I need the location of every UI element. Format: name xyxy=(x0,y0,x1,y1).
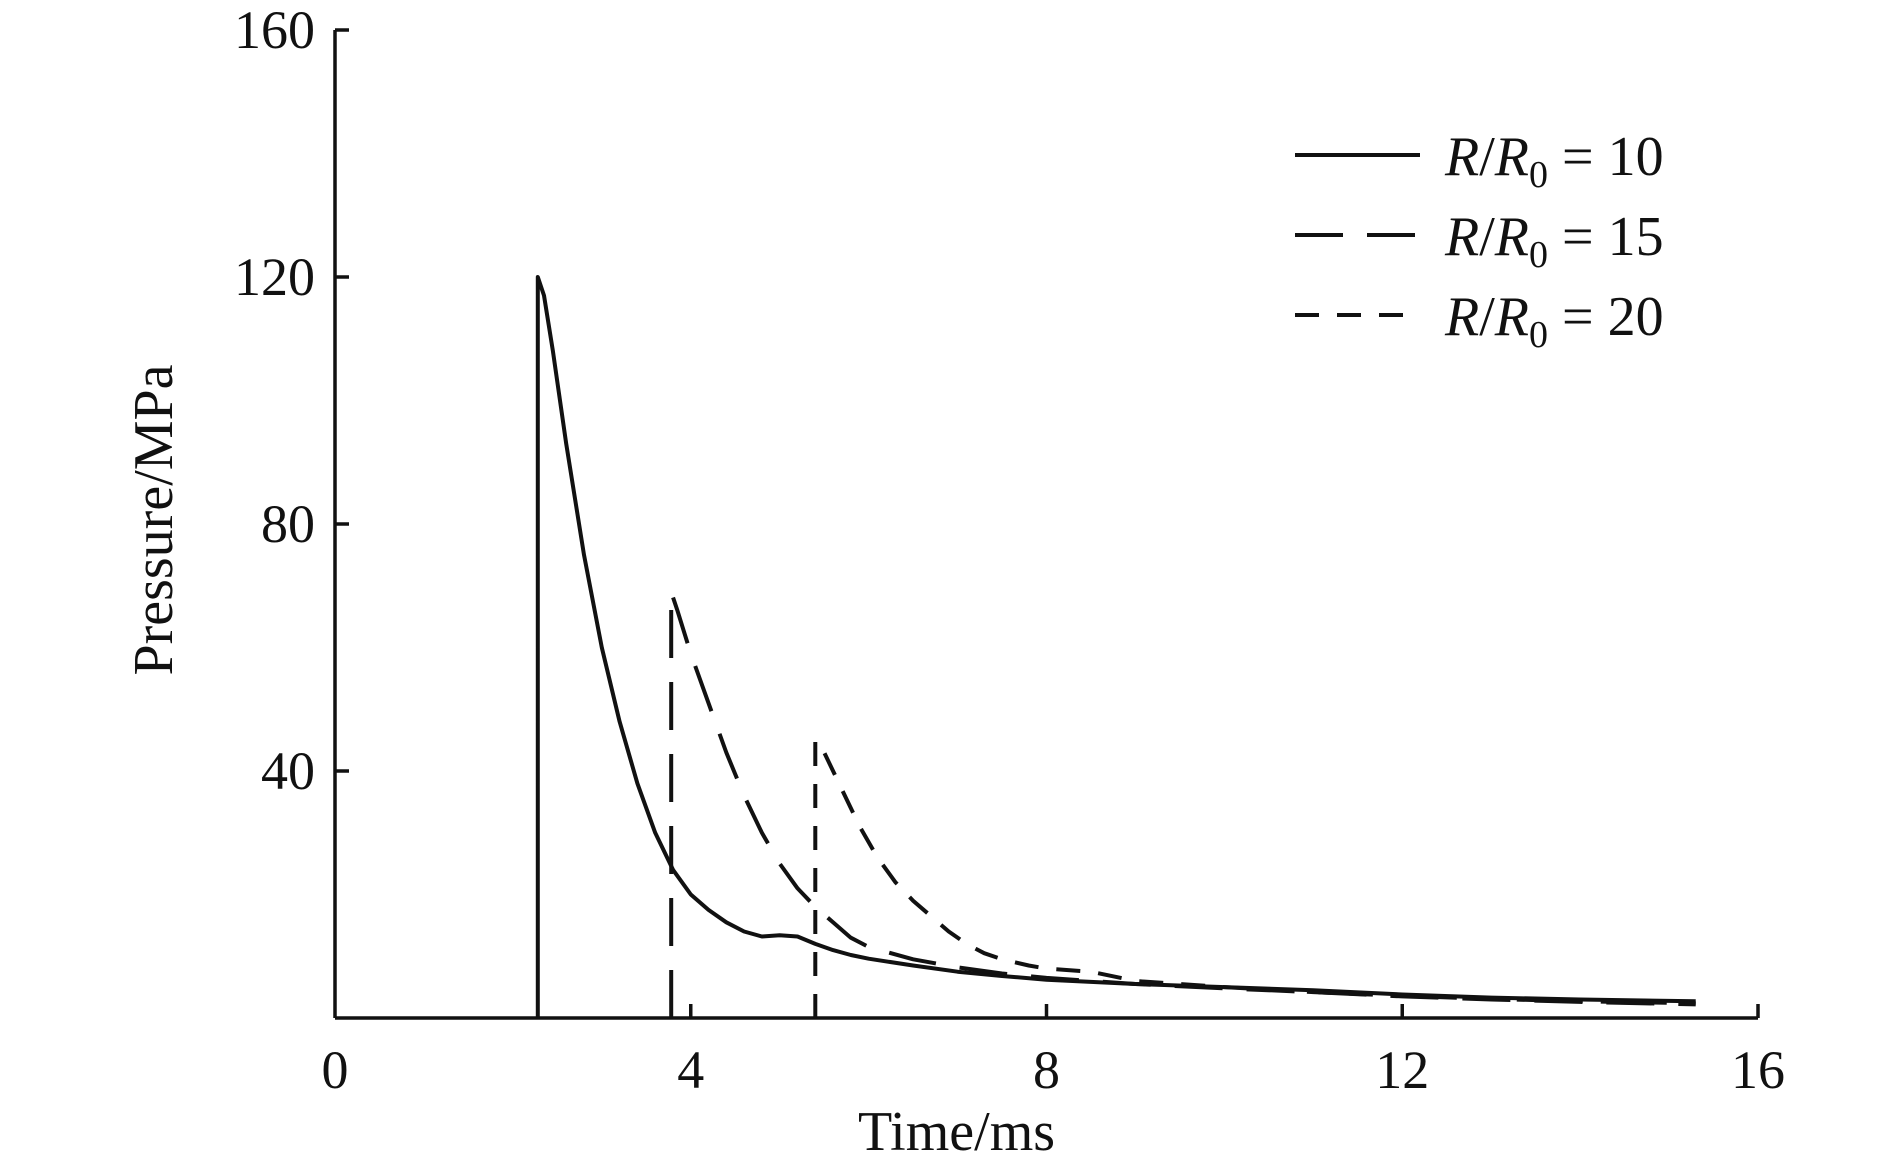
y-tick-label: 40 xyxy=(261,741,315,801)
x-tick-label: 0 xyxy=(322,1040,349,1100)
legend-entry-3: R/R0 = 20 xyxy=(1444,286,1664,356)
legend: R/R0 = 10 R/R0 = 15 R/R0 = 20 xyxy=(1295,126,1664,356)
legend-entry-1: R/R0 = 10 xyxy=(1444,126,1664,196)
y-tick-label: 160 xyxy=(234,0,315,60)
y-tick-label: 80 xyxy=(261,494,315,554)
y-tick-label: 120 xyxy=(234,247,315,307)
series-line-1 xyxy=(535,275,1696,1018)
series-group xyxy=(535,275,1696,1018)
x-axis-title: Time/ms xyxy=(858,1101,1055,1163)
x-tick-label: 12 xyxy=(1375,1040,1429,1100)
ticks: 0 4 8 12 16 40 80 120 160 xyxy=(234,0,1785,1100)
series-line-3 xyxy=(813,738,1696,1018)
y-axis-title: Pressure/MPa xyxy=(123,364,185,675)
x-tick-label: 8 xyxy=(1033,1040,1060,1100)
x-tick-label: 4 xyxy=(677,1040,704,1100)
legend-entry-2: R/R0 = 15 xyxy=(1444,206,1664,276)
x-tick-label: 16 xyxy=(1731,1040,1785,1100)
series-line-2 xyxy=(669,589,1696,1018)
